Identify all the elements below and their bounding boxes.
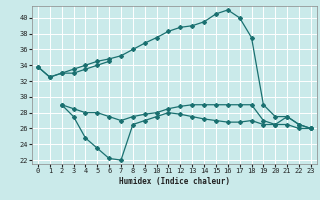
X-axis label: Humidex (Indice chaleur): Humidex (Indice chaleur) — [119, 177, 230, 186]
